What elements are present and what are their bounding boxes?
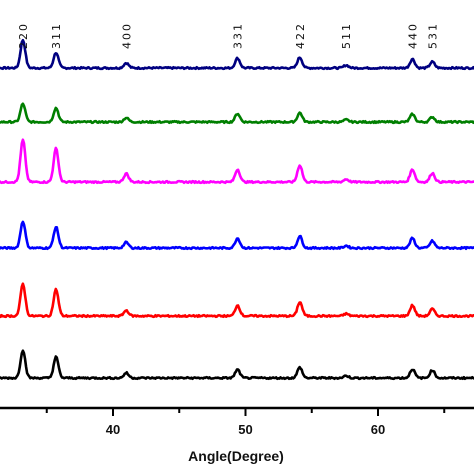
series-layer [0, 38, 474, 381]
peak-labels: 220 311 400 331 422 511 440 531 [17, 22, 439, 49]
x-tick-label: 60 [371, 422, 385, 437]
x-tick-label: 40 [106, 422, 120, 437]
peak-label: 400 [120, 22, 133, 49]
peak-label: 511 [340, 22, 353, 49]
x-tick-label: 50 [238, 422, 252, 437]
peak-label: 220 [17, 22, 30, 49]
series-line-2 [0, 102, 474, 125]
peak-label: 440 [406, 22, 419, 49]
series-line-3 [0, 138, 474, 185]
x-axis-title: Angle(Degree) [188, 448, 284, 464]
series-line-6 [0, 349, 474, 381]
peak-label: 422 [294, 22, 307, 49]
x-ticks: 40 50 60 [45, 408, 446, 437]
peak-label: 531 [426, 22, 439, 49]
peak-label: 331 [232, 22, 245, 49]
series-line-5 [0, 282, 474, 319]
series-line-4 [0, 220, 474, 251]
peak-label: 311 [50, 22, 63, 49]
series-line-1 [0, 38, 474, 71]
